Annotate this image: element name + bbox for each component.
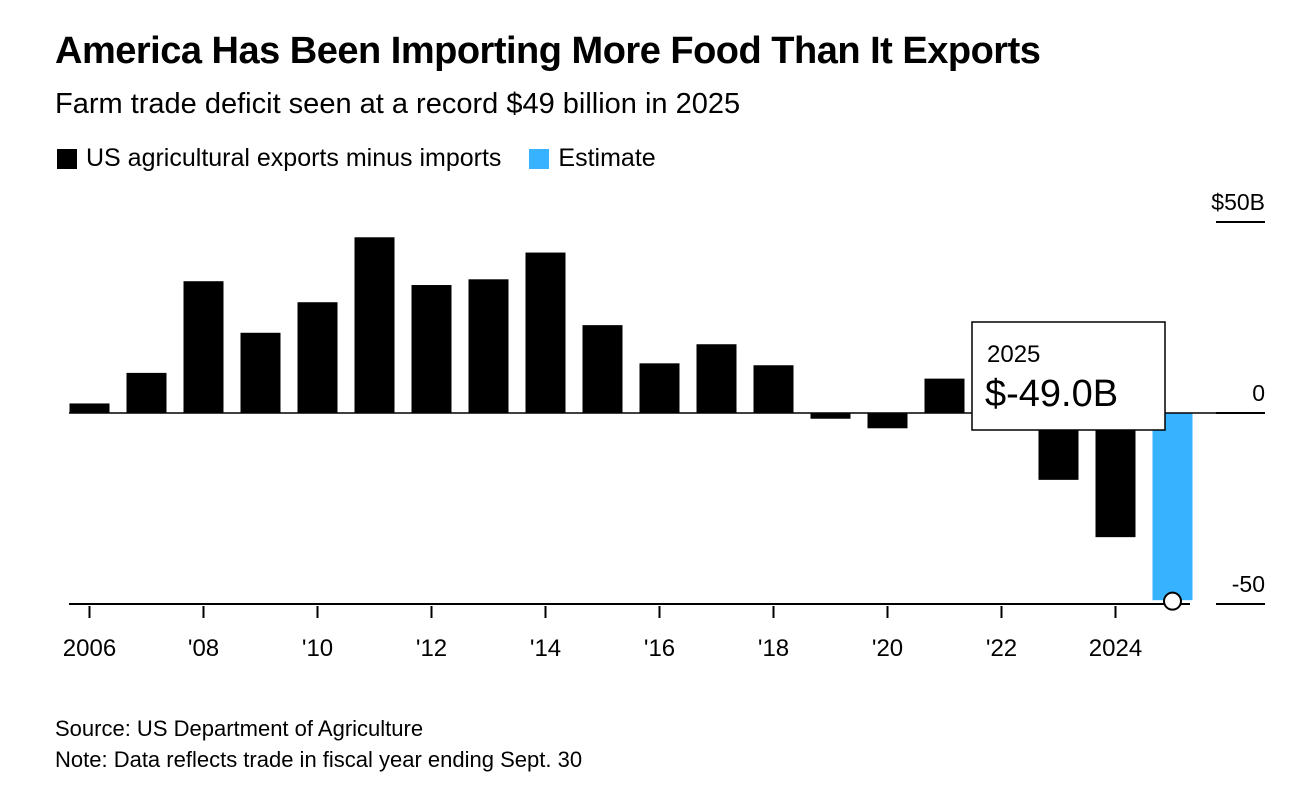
tooltip-year: 2025 (987, 341, 1040, 368)
bar (639, 363, 680, 413)
bar (582, 325, 623, 413)
bar-estimate (1152, 413, 1193, 601)
legend-item-estimate: Estimate (529, 144, 656, 173)
x-tick-label: '12 (416, 635, 447, 662)
chart-title: America Has Been Importing More Food Tha… (55, 30, 1041, 72)
bar (354, 237, 395, 413)
bar (411, 285, 452, 413)
bar (696, 344, 737, 413)
bar (297, 302, 338, 413)
data-note: Note: Data reflects trade in fiscal year… (55, 747, 583, 772)
bar (69, 403, 110, 413)
highlight-marker (1163, 591, 1182, 611)
bar (867, 413, 908, 429)
x-tick-label: '20 (872, 635, 903, 662)
y-tick-label: $50B (1211, 189, 1265, 215)
bar (810, 413, 851, 419)
tooltip-value: $-49.0B (985, 373, 1118, 415)
x-tick-label: '14 (530, 635, 561, 662)
bar (183, 281, 224, 413)
x-tick-label: 2024 (1089, 635, 1142, 662)
footer: Source: US Department of Agriculture Not… (55, 713, 582, 775)
legend-label-exports: US agricultural exports minus imports (86, 144, 502, 172)
legend: US agricultural exports minus imports Es… (57, 144, 684, 173)
chart-subtitle: Farm trade deficit seen at a record $49 … (55, 88, 741, 120)
legend-label-estimate: Estimate (558, 144, 656, 172)
y-tick-label: 0 (1252, 380, 1265, 406)
x-tick-label: '16 (644, 635, 675, 662)
bar (1095, 413, 1136, 538)
x-tick-label: '22 (986, 635, 1017, 662)
legend-item-exports: US agricultural exports minus imports (57, 144, 501, 173)
x-tick-label: '10 (302, 635, 333, 662)
tooltip-box (971, 321, 1166, 431)
legend-swatch-exports (57, 148, 77, 169)
bar (240, 332, 281, 413)
legend-swatch-estimate (529, 148, 550, 169)
bar (525, 252, 566, 413)
x-tick-label: '08 (188, 635, 219, 662)
bar (753, 365, 794, 413)
bar (468, 279, 509, 413)
bar (924, 378, 965, 413)
x-tick-label: '18 (758, 635, 789, 662)
source-note: Source: US Department of Agriculture (55, 716, 424, 741)
bar (126, 372, 167, 413)
y-tick-label: -50 (1232, 571, 1265, 597)
x-tick-label: 2006 (63, 635, 116, 662)
